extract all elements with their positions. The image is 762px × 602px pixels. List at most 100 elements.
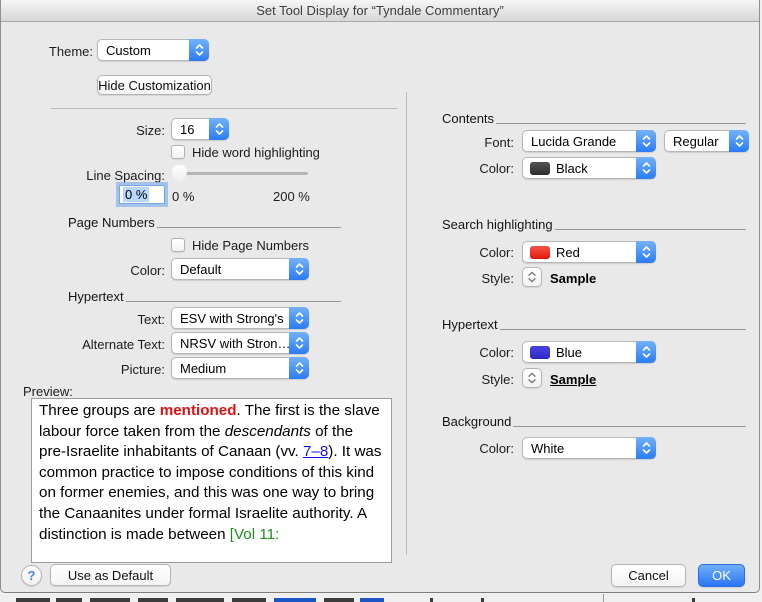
contents-header: Contents <box>442 111 746 126</box>
contents-font-label: Font: <box>484 135 514 150</box>
hypertext-right-header: Hypertext <box>442 317 746 332</box>
line-spacing-label: Line Spacing: <box>86 168 165 183</box>
theme-popup[interactable]: Custom <box>97 39 209 61</box>
ok-label: OK <box>712 568 731 583</box>
line-spacing-min-label: 0 % <box>172 189 195 204</box>
line-spacing-slider-track[interactable] <box>175 172 308 175</box>
hypertext-text-value: ESV with Strong's <box>180 310 284 326</box>
preview-box: Three groups are mentioned. The first is… <box>31 398 392 563</box>
dialog-titlebar: Set Tool Display for “Tyndale Commentary… <box>1 0 759 22</box>
contents-font-popup[interactable]: Lucida Grande <box>522 130 656 152</box>
preview-volume-ref: [Vol 11: <box>229 525 280 543</box>
contents-font-style-popup[interactable]: Regular <box>664 130 749 152</box>
alternate-text-popup[interactable]: NRSV with Stron… <box>171 332 309 354</box>
contents-font-value: Lucida Grande <box>531 133 617 149</box>
hide-word-highlighting-checkbox[interactable] <box>171 145 185 159</box>
hide-customization-label: Hide Customization <box>98 77 211 93</box>
search-color-label: Color: <box>479 245 514 260</box>
preview-verse-link: 7–8 <box>302 443 329 461</box>
popup-stepper-icon <box>636 341 656 363</box>
separator-top <box>51 108 398 109</box>
preview-highlighted-word: mentioned <box>159 402 237 419</box>
page-numbers-color-label: Color: <box>130 263 165 278</box>
preview-italic-word: descendants <box>224 422 311 440</box>
hypertext-text-label: Text: <box>137 312 165 327</box>
background-window-strip <box>0 594 762 602</box>
use-as-default-button[interactable]: Use as Default <box>50 564 171 586</box>
hypertext-style-stepper[interactable] <box>522 368 542 388</box>
popup-stepper-icon <box>289 357 309 379</box>
picture-value: Medium <box>180 360 227 376</box>
picture-label: Picture: <box>120 362 165 377</box>
contents-font-style-value: Regular <box>673 133 719 149</box>
theme-popup-value: Custom <box>106 42 151 58</box>
contents-color-popup[interactable]: Black <box>522 157 656 179</box>
picture-popup[interactable]: Medium <box>171 357 309 379</box>
search-highlighting-header: Search highlighting <box>442 217 746 232</box>
page-numbers-header: Page Numbers <box>68 215 341 230</box>
background-color-label: Color: <box>479 441 514 456</box>
hypertext-text-popup[interactable]: ESV with Strong's <box>171 307 309 329</box>
blue-color-swatch <box>530 345 550 359</box>
popup-stepper-icon <box>636 157 656 179</box>
contents-color-label: Color: <box>479 161 514 176</box>
background-color-popup[interactable]: White <box>522 437 656 459</box>
popup-stepper-icon <box>289 332 309 354</box>
red-color-swatch <box>530 245 550 259</box>
alternate-text-label: Alternate Text: <box>82 337 165 352</box>
page-numbers-color-value: Default <box>180 261 222 277</box>
popup-stepper-icon <box>289 258 309 280</box>
hide-page-numbers-label: Hide Page Numbers <box>192 238 310 253</box>
size-popup-value: 16 <box>180 121 195 137</box>
preview-text: of the pre-Israelite inhabitants of Cana… <box>39 422 354 461</box>
background-color-value: White <box>531 440 565 456</box>
popup-stepper-icon <box>289 307 309 329</box>
hide-page-numbers-checkbox[interactable] <box>171 238 185 252</box>
hypertext-left-header: Hypertext <box>68 289 341 304</box>
contents-color-value: Black <box>556 160 588 176</box>
stepper-chevrons-icon <box>528 372 536 384</box>
popup-stepper-icon <box>729 130 749 152</box>
cancel-button[interactable]: Cancel <box>611 564 686 587</box>
black-color-swatch <box>530 161 550 175</box>
page-numbers-color-popup[interactable]: Default <box>171 258 309 280</box>
search-color-popup[interactable]: Red <box>522 241 656 263</box>
line-spacing-value-field[interactable]: 0 % <box>119 185 165 204</box>
hypertext-color-popup[interactable]: Blue <box>522 341 656 363</box>
help-button[interactable]: ? <box>21 565 42 586</box>
hide-customization-button[interactable]: Hide Customization <box>97 75 212 95</box>
background-header: Background <box>442 414 746 429</box>
popup-stepper-icon <box>636 241 656 263</box>
hypertext-color-label: Color: <box>479 345 514 360</box>
column-divider <box>406 92 407 555</box>
popup-stepper-icon <box>636 437 656 459</box>
dialog-title: Set Tool Display for “Tyndale Commentary… <box>256 3 504 18</box>
preview-text: ). It was common practice to impose cond… <box>39 443 382 543</box>
use-as-default-label: Use as Default <box>67 567 154 583</box>
preview-text: . The first is the slave labour force ta… <box>39 402 380 440</box>
popup-stepper-icon <box>209 118 229 140</box>
size-label: Size: <box>136 123 165 138</box>
search-color-value: Red <box>556 244 580 260</box>
hypertext-style-sample: Sample <box>550 372 597 387</box>
search-style-stepper[interactable] <box>522 267 542 287</box>
popup-stepper-icon <box>189 39 209 61</box>
hide-word-highlighting-label: Hide word highlighting <box>192 145 320 160</box>
search-style-sample: Sample <box>550 271 597 286</box>
line-spacing-slider-thumb[interactable] <box>172 165 187 182</box>
stepper-chevrons-icon <box>528 271 536 283</box>
ok-button[interactable]: OK <box>698 564 745 587</box>
hypertext-color-value: Blue <box>556 344 583 360</box>
preview-text: Three groups are <box>39 402 160 419</box>
alternate-text-value: NRSV with Stron… <box>180 335 289 351</box>
theme-label: Theme: <box>48 44 93 59</box>
hypertext-style-label: Style: <box>481 372 514 387</box>
popup-stepper-icon <box>636 130 656 152</box>
search-style-label: Style: <box>481 271 514 286</box>
line-spacing-max-label: 200 % <box>273 189 310 204</box>
size-popup[interactable]: 16 <box>171 118 229 140</box>
cancel-label: Cancel <box>628 568 669 583</box>
line-spacing-value: 0 % <box>123 187 150 202</box>
